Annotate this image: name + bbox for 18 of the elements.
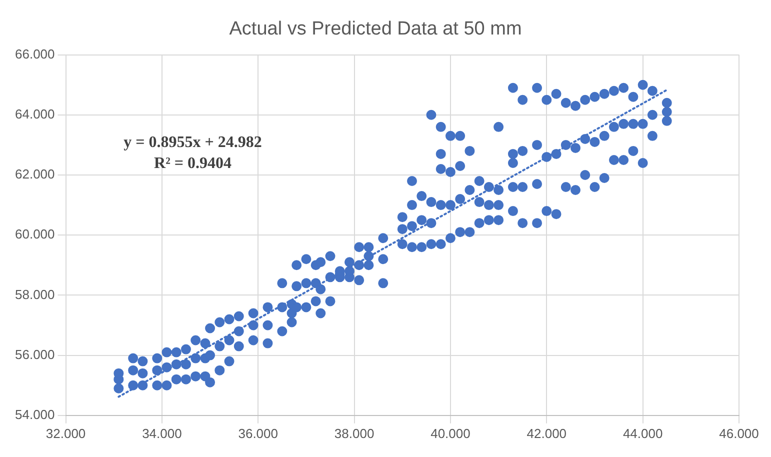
x-tick-label: 42.000 — [526, 426, 567, 441]
y-tick-label: 58.000 — [14, 286, 55, 302]
y-tick-label: 66.000 — [14, 46, 55, 62]
chart-title: Actual vs Predicted Data at 50 mm — [229, 18, 522, 40]
y-tick-label: 60.000 — [14, 226, 55, 242]
x-tick-label: 40.000 — [430, 426, 470, 441]
y-tick-label: 54.000 — [14, 406, 55, 422]
annotation: R² = 0.9404 — [154, 154, 232, 172]
x-tick-label: 38.000 — [334, 426, 374, 441]
y-tick-label: 62.000 — [14, 166, 55, 182]
x-tick-label: 36.000 — [238, 426, 278, 441]
y-tick-label: 56.000 — [14, 346, 55, 362]
x-tick-label: 44.000 — [622, 426, 663, 441]
annotation: y = 0.8955x + 24.982 — [124, 134, 262, 151]
x-tick-label: 46.000 — [719, 426, 759, 441]
y-tick-label: 64.000 — [14, 106, 55, 122]
x-tick-label: 34.000 — [142, 426, 182, 441]
x-tick-label: 32.000 — [46, 426, 86, 441]
